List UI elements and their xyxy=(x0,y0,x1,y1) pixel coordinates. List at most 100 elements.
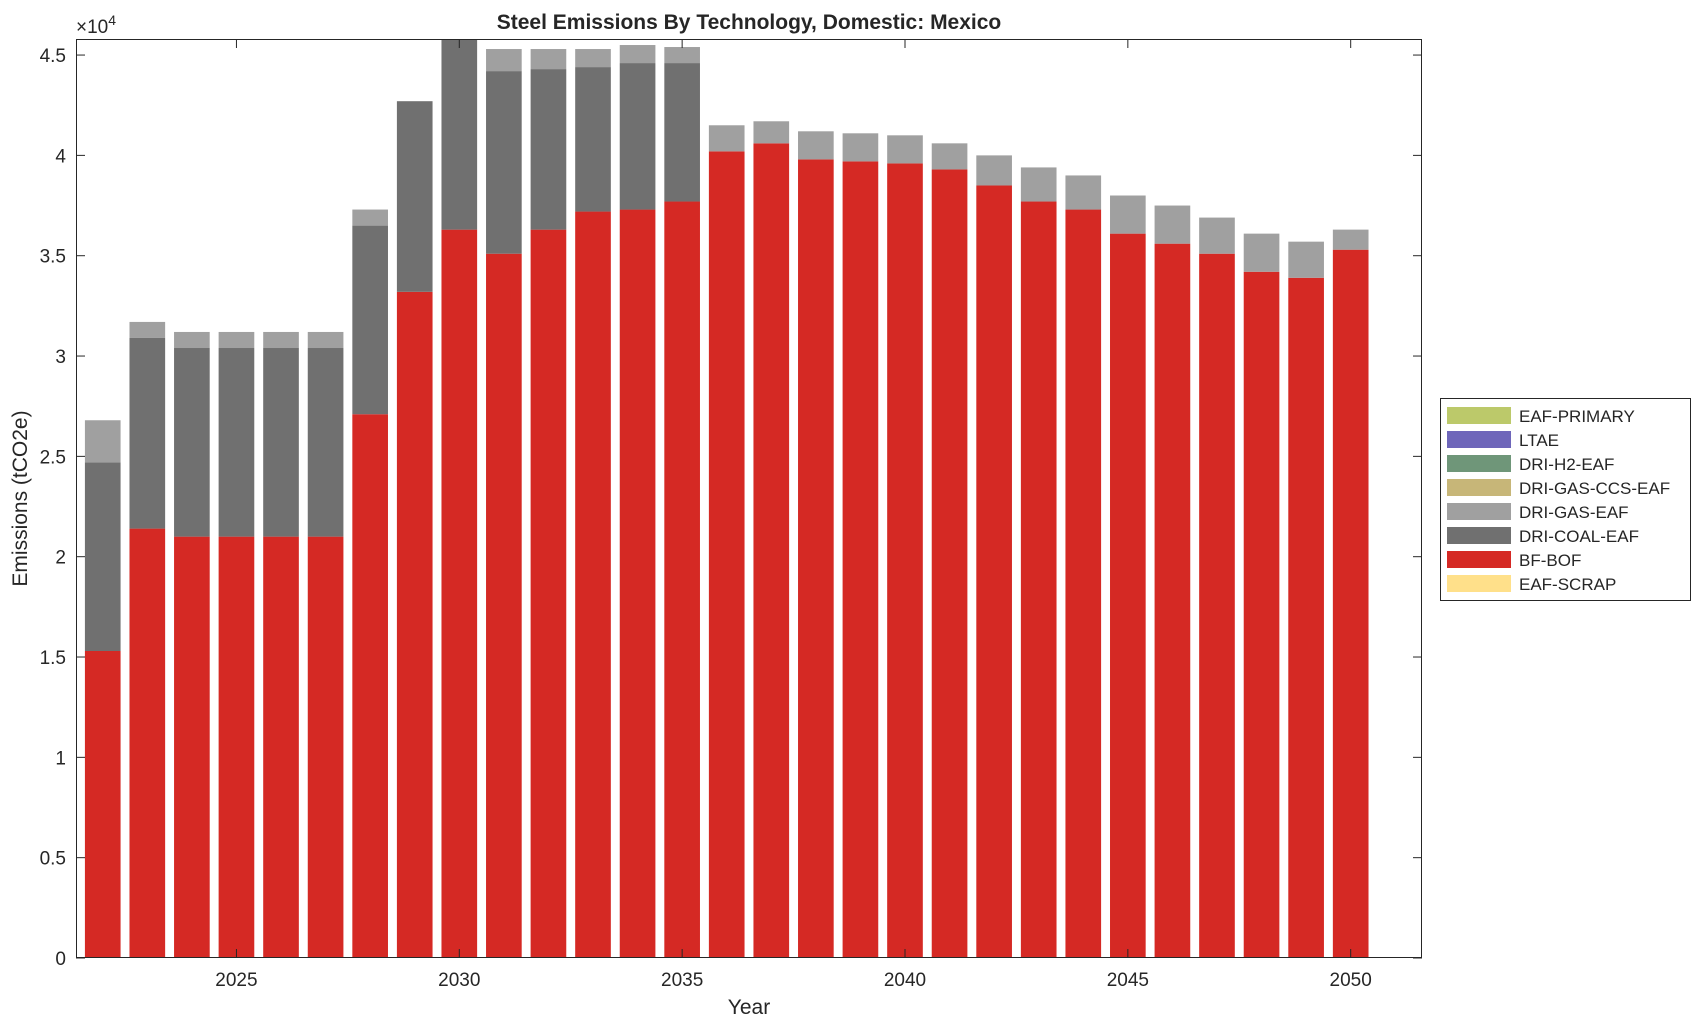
legend-label: LTAE xyxy=(1519,431,1559,450)
y-axis-exponent: ×104 xyxy=(76,12,116,38)
x-tick-label: 2040 xyxy=(884,970,926,991)
axes-background xyxy=(76,39,1422,958)
legend-item-ltae[interactable]: LTAE xyxy=(1447,431,1559,450)
legend-item-dri-gas-eaf[interactable]: DRI-GAS-EAF xyxy=(1447,503,1629,522)
legend-label: DRI-COAL-EAF xyxy=(1519,527,1639,546)
bar-dri-gas-eaf-2034 xyxy=(619,45,656,64)
bar-dri-gas-eaf-2036 xyxy=(708,125,745,152)
bar-dri-coal-eaf-2022 xyxy=(84,462,121,651)
bar-dri-gas-eaf-2045 xyxy=(1110,195,1146,234)
bar-bf-bof-2024 xyxy=(174,536,210,958)
bar-bf-bof-2023 xyxy=(129,528,166,958)
legend-label: BF-BOF xyxy=(1519,551,1581,570)
bar-dri-coal-eaf-2023 xyxy=(129,337,166,529)
bar-bf-bof-2049 xyxy=(1288,277,1324,958)
y-tick-label: 0.5 xyxy=(40,849,66,870)
y-tick-label: 4 xyxy=(55,146,66,167)
bar-dri-coal-eaf-2035 xyxy=(664,63,700,202)
legend-item-eaf-scrap[interactable]: EAF-SCRAP xyxy=(1447,575,1616,594)
legend: EAF-PRIMARY LTAE DRI-H2-EAF DRI-GAS-CCS-EAF… xyxy=(1440,398,1691,601)
bar-bf-bof-2034 xyxy=(619,209,656,958)
bar-bf-bof-2035 xyxy=(664,201,700,958)
bar-dri-gas-eaf-2028 xyxy=(352,209,388,226)
bar-dri-coal-eaf-2025 xyxy=(218,348,255,537)
bar-bf-bof-2043 xyxy=(1020,201,1057,958)
bar-dri-gas-eaf-2050 xyxy=(1332,229,1369,250)
bar-dri-coal-eaf-2026 xyxy=(263,348,299,537)
bar-bf-bof-2050 xyxy=(1332,249,1369,958)
legend-swatch xyxy=(1447,479,1511,496)
bar-dri-coal-eaf-2030 xyxy=(441,39,478,230)
bar-bf-bof-2032 xyxy=(530,229,567,958)
bar-dri-gas-eaf-2025 xyxy=(218,331,255,349)
bar-dri-coal-eaf-2031 xyxy=(486,71,522,254)
bar-dri-gas-eaf-2044 xyxy=(1065,175,1102,210)
bar-bf-bof-2028 xyxy=(352,414,388,958)
x-tick-label: 2030 xyxy=(438,970,480,991)
legend-label: EAF-SCRAP xyxy=(1519,575,1616,594)
bar-dri-gas-eaf-2037 xyxy=(753,121,790,144)
x-tick-label: 2050 xyxy=(1330,970,1372,991)
bar-dri-gas-eaf-2035 xyxy=(664,47,700,64)
bar-bf-bof-2037 xyxy=(753,143,790,958)
y-axis-label: Emissions (tCO2e) xyxy=(9,410,32,586)
bar-dri-gas-eaf-2032 xyxy=(530,49,567,70)
bar-dri-gas-eaf-2033 xyxy=(575,49,611,68)
bar-dri-coal-eaf-2033 xyxy=(575,67,611,212)
bar-dri-coal-eaf-2034 xyxy=(619,63,656,210)
y-tick-label: 1.5 xyxy=(40,648,66,669)
legend-item-dri-coal-eaf[interactable]: DRI-COAL-EAF xyxy=(1447,527,1639,546)
legend-swatch xyxy=(1447,527,1511,544)
bar-bf-bof-2036 xyxy=(708,151,745,958)
legend-swatch xyxy=(1447,431,1511,448)
legend-label: DRI-H2-EAF xyxy=(1519,455,1614,474)
legend-label: DRI-GAS-EAF xyxy=(1519,503,1629,522)
x-tick-label: 2045 xyxy=(1107,970,1149,991)
plot-area: 2025 2030 2035 2040 2045 2050 0 0.5 1 1.5 2 2.5 3 3.5… xyxy=(40,15,1422,991)
legend-swatch xyxy=(1447,407,1511,424)
bar-dri-coal-eaf-2028 xyxy=(352,225,388,415)
bar-bf-bof-2047 xyxy=(1199,253,1235,958)
bar-bf-bof-2022 xyxy=(84,650,121,958)
bar-bf-bof-2030 xyxy=(441,229,478,958)
x-tick-label: 2035 xyxy=(661,970,703,991)
y-axis-exponent-base: ×10 xyxy=(76,17,108,38)
bar-bf-bof-2027 xyxy=(307,536,344,958)
bar-bf-bof-2044 xyxy=(1065,209,1102,958)
bar-bf-bof-2025 xyxy=(218,536,255,958)
y-tick-label: 2.5 xyxy=(40,447,66,468)
bar-dri-gas-eaf-2026 xyxy=(263,331,299,349)
legend-item-bf-bof[interactable]: BF-BOF xyxy=(1447,551,1581,570)
bar-bf-bof-2031 xyxy=(486,253,522,958)
bar-dri-gas-eaf-2023 xyxy=(129,321,166,338)
bars-layer xyxy=(84,15,1369,958)
bar-dri-gas-eaf-2043 xyxy=(1020,167,1057,202)
bar-bf-bof-2045 xyxy=(1110,233,1146,958)
bar-bf-bof-2039 xyxy=(842,161,879,958)
y-tick-label: 3.5 xyxy=(40,247,66,268)
bar-dri-gas-eaf-2042 xyxy=(976,155,1012,186)
bar-dri-gas-eaf-2046 xyxy=(1154,205,1191,244)
bar-bf-bof-2033 xyxy=(575,211,611,958)
bar-dri-gas-eaf-2031 xyxy=(486,49,522,72)
legend-item-dri-gas-ccs-eaf[interactable]: DRI-GAS-CCS-EAF xyxy=(1447,479,1670,498)
bar-bf-bof-2046 xyxy=(1154,243,1191,958)
y-tick-label: 1 xyxy=(55,748,66,769)
bar-dri-coal-eaf-2024 xyxy=(174,348,210,537)
legend-label: DRI-GAS-CCS-EAF xyxy=(1519,479,1670,498)
legend-swatch xyxy=(1447,551,1511,568)
bar-bf-bof-2026 xyxy=(263,536,299,958)
legend-item-dri-h2-eaf[interactable]: DRI-H2-EAF xyxy=(1447,455,1614,474)
bar-dri-gas-eaf-2038 xyxy=(798,131,834,160)
bar-dri-coal-eaf-2032 xyxy=(530,69,567,230)
legend-item-eaf-primary[interactable]: EAF-PRIMARY xyxy=(1447,407,1635,426)
y-axis-exponent-power: 4 xyxy=(108,12,116,28)
bar-bf-bof-2048 xyxy=(1243,271,1280,958)
chart-title: Steel Emissions By Technology, Domestic:… xyxy=(497,11,1002,34)
bar-dri-coal-eaf-2027 xyxy=(307,348,344,537)
bar-dri-gas-eaf-2040 xyxy=(887,135,923,164)
y-tick-label: 2 xyxy=(55,548,66,569)
bar-dri-gas-eaf-2030 xyxy=(441,15,477,39)
